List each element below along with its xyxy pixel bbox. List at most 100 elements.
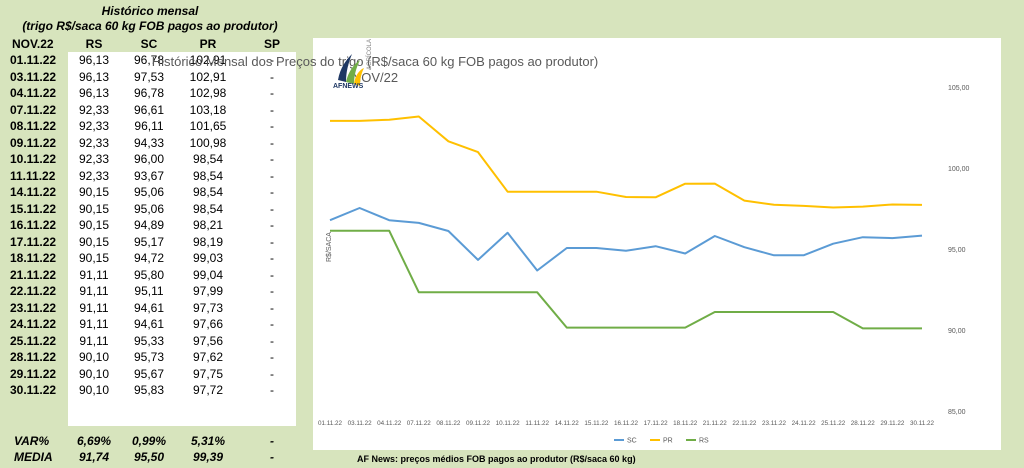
row-date: 09.11.22 xyxy=(10,135,57,150)
table-var-value-sc: 0,99% xyxy=(131,434,167,448)
row-date: 10.11.22 xyxy=(10,152,57,166)
x-tick-label: 23.11.22 xyxy=(762,420,787,427)
row-value-rs: 90,15 xyxy=(78,218,110,232)
row-value-rs: 96,13 xyxy=(78,69,110,84)
row-value-sc: 95,33 xyxy=(133,333,165,348)
row-value-pr: 99,03 xyxy=(192,251,224,265)
row-value-sc: 93,67 xyxy=(133,168,165,183)
table-header-sp: SP xyxy=(263,37,280,51)
table-row: 01.11.22 96,13 96,78 102,91 - xyxy=(0,52,300,68)
row-value-sc: 95,73 xyxy=(133,350,165,364)
row-value-pr: 98,19 xyxy=(192,234,224,249)
row-value-sp: - xyxy=(270,152,274,166)
y-tick-label: 105,00 xyxy=(948,85,970,92)
row-value-sp: - xyxy=(270,251,274,265)
row-value-rs: 90,10 xyxy=(78,366,110,381)
row-value-rs: 96,13 xyxy=(78,86,110,100)
row-date: 30.11.22 xyxy=(10,383,57,397)
x-tick-label: 11.11.22 xyxy=(525,420,549,427)
row-date: 11.11.22 xyxy=(10,168,56,183)
table-row: 07.11.22 92,33 96,61 103,18 - xyxy=(0,102,300,118)
row-value-pr: 103,18 xyxy=(189,102,227,117)
row-value-pr: 102,98 xyxy=(189,86,227,100)
row-value-sp: - xyxy=(270,267,274,282)
row-value-sp: - xyxy=(270,300,274,315)
row-value-pr: 97,75 xyxy=(192,366,224,381)
row-value-sp: - xyxy=(270,201,274,216)
row-value-sp: - xyxy=(270,317,274,331)
x-tick-label: 07.11.22 xyxy=(407,420,432,427)
table-row: 04.11.22 96,13 96,78 102,98 - xyxy=(0,85,300,101)
row-value-pr: 98,54 xyxy=(192,201,224,216)
table-row: 08.11.22 92,33 96,11 101,65 - xyxy=(0,118,300,134)
table-values-background xyxy=(68,52,296,426)
chart-title: Histórico Mensal dos Preços do trigo (R$… xyxy=(151,54,599,69)
footnote: AF News: preços médios FOB pagos ao prod… xyxy=(357,454,636,464)
row-date: 29.11.22 xyxy=(10,366,57,381)
x-tick-label: 16.11.22 xyxy=(614,420,639,427)
table-row: 28.11.22 90,10 95,73 97,62 - xyxy=(0,349,300,365)
row-value-sp: - xyxy=(270,366,274,381)
chart-area xyxy=(313,38,1001,450)
x-tick-label: 08.11.22 xyxy=(436,420,461,427)
row-value-sc: 97,53 xyxy=(133,69,165,84)
row-value-sc: 95,06 xyxy=(133,201,165,216)
table-row: 23.11.22 91,11 94,61 97,73 - xyxy=(0,300,300,316)
row-value-sc: 95,06 xyxy=(133,185,165,199)
row-date: 28.11.22 xyxy=(10,350,57,364)
row-date: 17.11.22 xyxy=(10,234,57,249)
row-value-pr: 98,54 xyxy=(192,168,224,183)
row-value-sc: 95,11 xyxy=(134,284,164,298)
series-line-sc xyxy=(329,207,923,272)
y-tick-label: 100,00 xyxy=(948,166,970,173)
row-value-sc: 94,61 xyxy=(133,300,165,315)
row-value-sp: - xyxy=(270,119,274,133)
table-row: 18.11.22 90,15 94,72 99,03 - xyxy=(0,250,300,266)
row-date: 21.11.22 xyxy=(10,267,57,282)
table-var-value-pr: 5,31% xyxy=(190,434,226,448)
table-row: 03.11.22 96,13 97,53 102,91 - xyxy=(0,69,300,85)
row-date: 01.11.22 xyxy=(10,53,57,67)
table-var-row: VAR% 6,69% 0,99% 5,31% - xyxy=(0,434,300,450)
table-title: Histórico mensal xyxy=(101,4,199,18)
row-value-sc: 96,78 xyxy=(133,53,165,67)
row-value-sp: - xyxy=(270,53,274,67)
table-subtitle: (trigo R$/saca 60 kg FOB pagos ao produt… xyxy=(22,19,278,33)
row-value-sp: - xyxy=(270,69,274,84)
x-tick-label: 17.11.22 xyxy=(644,420,669,427)
row-date: 07.11.22 xyxy=(10,102,57,117)
row-value-sc: 96,11 xyxy=(134,119,164,133)
table-header-pr: PR xyxy=(199,37,217,51)
y-axis-label: R$/SACA xyxy=(326,232,333,262)
row-value-sp: - xyxy=(270,168,274,183)
table-media-value-pr: 99,39 xyxy=(192,450,224,464)
x-tick-label: 29.11.22 xyxy=(880,420,905,427)
row-value-rs: 90,10 xyxy=(78,350,110,364)
table-media-value-sp: - xyxy=(270,450,274,464)
y-tick-label: 90,00 xyxy=(948,328,966,335)
row-value-rs: 92,33 xyxy=(78,119,110,133)
row-date: 15.11.22 xyxy=(10,201,57,216)
row-value-sc: 95,80 xyxy=(133,267,165,282)
row-date: 24.11.22 xyxy=(10,317,57,331)
series-line-pr xyxy=(330,115,923,209)
table-var-label: VAR% xyxy=(14,434,50,448)
row-value-sp: - xyxy=(270,350,274,364)
table-media-value-sc: 95,50 xyxy=(133,450,165,464)
row-value-rs: 92,33 xyxy=(78,168,110,183)
logo-name: AFNEWS xyxy=(333,83,364,90)
table-row: 09.11.22 92,33 94,33 100,98 - xyxy=(0,135,300,151)
row-value-pr: 98,54 xyxy=(192,152,224,166)
table-var-value-rs: 6,69% xyxy=(76,434,112,448)
table-row: 21.11.22 91,11 95,80 99,04 - xyxy=(0,267,300,283)
table-var-value-sp: - xyxy=(270,434,274,448)
table-row: 22.11.22 91,11 95,11 97,99 - xyxy=(0,283,300,299)
afnews-logo-icon xyxy=(338,54,364,86)
table-media-label: MEDIA xyxy=(14,450,53,464)
table-media-row: MEDIA 91,74 95,50 99,39 - xyxy=(0,450,300,466)
row-value-sp: - xyxy=(270,185,274,199)
row-value-sc: 96,78 xyxy=(133,86,165,100)
x-tick-label: 22.11.22 xyxy=(732,420,757,427)
table-row: 15.11.22 90,15 95,06 98,54 - xyxy=(0,201,300,217)
